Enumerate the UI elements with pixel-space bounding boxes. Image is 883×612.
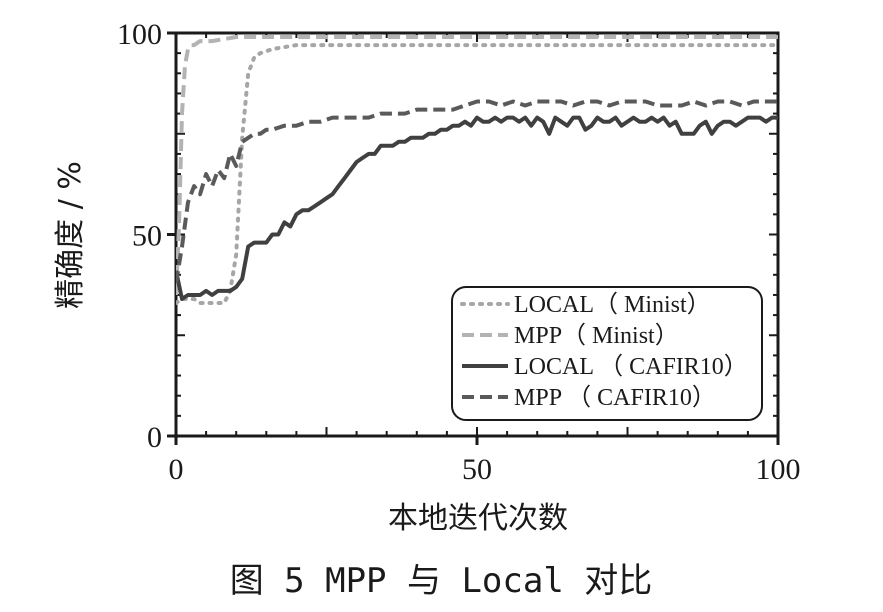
legend-label-3: LOCAL （ CAFIR10） [514,354,748,380]
x-axis-label: 本地迭代次数 [388,501,568,536]
series-line-4 [176,99,778,284]
legend-label-4: MPP （ CAFIR10） [514,385,716,411]
legend: LOCAL（ Minist） MPP（ Minist） LOCAL （ CAFIR1… [451,286,763,421]
y-axis-label: 精确度 / % [53,161,88,309]
x-tick-label: 100 [756,453,801,486]
y-tick-label: 50 [132,220,162,253]
y-tick-label: 0 [147,421,162,454]
legend-box [451,286,763,421]
series-line-1 [176,43,778,305]
x-tick-label: 50 [462,453,492,486]
y-tick-label: 100 [117,18,162,51]
legend-label-2: MPP（ Minist） [514,323,679,349]
series-line-2 [176,35,778,296]
legend-label-1: LOCAL（ Minist） [514,292,711,318]
series-line-3 [176,115,778,301]
figure-caption: 图 5 MPP 与 Local 对比 [230,561,653,601]
x-tick-label: 0 [169,453,184,486]
series-layer [176,35,778,305]
